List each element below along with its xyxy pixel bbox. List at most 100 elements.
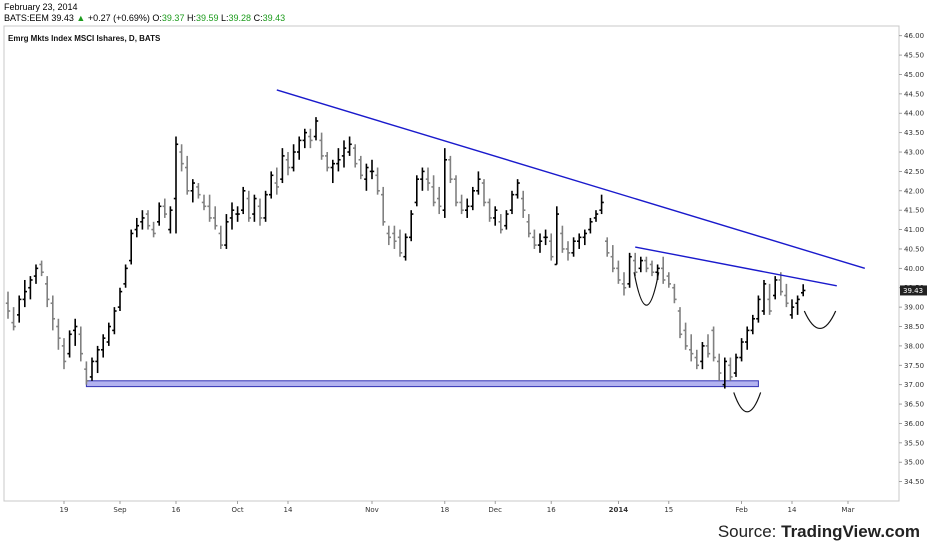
- ohlc-bar: [459, 194, 464, 215]
- ohlc-bar: [515, 179, 520, 199]
- ohlc-bar: [750, 314, 755, 335]
- ohlc-bar: [134, 217, 139, 238]
- ohlc-bar: [5, 291, 11, 319]
- ohlc-bar: [554, 206, 559, 266]
- ohlc-bar: [773, 276, 778, 300]
- ohlc-bar: [666, 272, 671, 288]
- header-date: February 23, 2014: [4, 2, 78, 12]
- ohlc-bar: [17, 295, 22, 323]
- ohlc-bar: [560, 225, 565, 253]
- y-tick-label: 44.00: [904, 110, 924, 118]
- ohlc-bar: [487, 198, 492, 222]
- y-tick-label: 36.00: [904, 420, 924, 428]
- ohlc-bar: [297, 136, 302, 160]
- ohlc-bar: [739, 338, 744, 362]
- ohlc-bar: [705, 334, 711, 358]
- plot-frame: [3, 25, 900, 502]
- ohlc-bar: [801, 284, 806, 297]
- up-arrow-icon: ▲: [76, 13, 86, 23]
- ohlc-bar: [45, 276, 50, 308]
- header-close-label: C:: [253, 13, 263, 23]
- ohlc-bar: [633, 252, 638, 277]
- ohlc-bar: [381, 186, 386, 226]
- ohlc-bar: [605, 237, 610, 257]
- ohlc-bar: [761, 279, 767, 315]
- x-tick-label: 16: [547, 506, 556, 514]
- x-tick-label: 16: [172, 506, 181, 514]
- y-tick-label: 41.50: [904, 207, 924, 215]
- ohlc-bar: [532, 229, 537, 249]
- header-symbol: BATS:EEM: [4, 13, 49, 23]
- ohlc-bar: [313, 117, 319, 141]
- ohlc-bar: [448, 155, 453, 184]
- header-open-label: O:: [152, 13, 162, 23]
- header-high-value: 39.59: [195, 13, 219, 23]
- ohlc-bar: [549, 233, 554, 261]
- x-tick-label: 15: [664, 506, 673, 514]
- support-zone: [85, 380, 759, 388]
- x-tick-label: 14: [788, 506, 797, 514]
- ohlc-bar: [588, 217, 593, 234]
- ohlc-bar: [302, 128, 307, 149]
- y-tick-label: 40.00: [904, 265, 924, 273]
- pattern-arcs: [633, 272, 837, 413]
- ohlc-bar: [285, 152, 291, 176]
- x-tick-label: 19: [60, 506, 69, 514]
- x-tick-label: Sep: [113, 506, 127, 514]
- ohlc-bar: [33, 264, 39, 284]
- x-tick-label: Feb: [735, 506, 748, 514]
- ohlc-bar: [173, 136, 179, 234]
- ohlc-bar: [610, 245, 615, 273]
- ohlc-bar: [369, 159, 375, 180]
- ohlc-bar: [677, 307, 683, 339]
- ohlc-bar: [336, 148, 341, 172]
- ohlc-bar: [162, 198, 167, 218]
- ohlc-bar: [453, 175, 459, 207]
- chart-title: Emrg Mkts Index MSCI Ishares, D, BATS: [8, 34, 161, 43]
- header-change: +0.27 (+0.69%): [87, 13, 150, 23]
- x-tick-label: 2014: [609, 506, 629, 514]
- last-price-box: [900, 285, 927, 296]
- arc-right: [803, 310, 837, 330]
- ohlc-bar: [341, 140, 347, 168]
- ohlc-bar: [252, 194, 257, 222]
- ohlc-bar: [728, 357, 733, 381]
- y-tick-label: 36.50: [904, 401, 924, 409]
- ohlc-bar: [661, 256, 666, 284]
- header-close-value: 39.43: [262, 13, 286, 23]
- ohlc-bar: [784, 283, 789, 308]
- ohlc-bar: [504, 210, 509, 230]
- ohlc-bar: [224, 214, 229, 249]
- quote-header: February 23, 2014 BATS:EEM 39.43 ▲ +0.27…: [4, 2, 285, 24]
- ohlc-bar: [78, 326, 83, 362]
- x-tick-label: Nov: [365, 506, 379, 514]
- y-tick-label: 46.00: [904, 32, 924, 40]
- ohlc-bar: [308, 128, 313, 149]
- header-high-label: H:: [186, 13, 196, 23]
- ohlc-bar: [50, 295, 55, 331]
- ohlc-bar: [201, 194, 207, 211]
- ohlc-bar: [593, 210, 599, 222]
- y-tick-label: 45.50: [904, 52, 924, 60]
- source-prefix: Source:: [717, 522, 782, 541]
- ohlc-bar: [185, 155, 190, 195]
- last-price-label: 39.43: [903, 287, 923, 295]
- ohlc-bar: [67, 330, 72, 358]
- ohlc-bar: [425, 167, 431, 191]
- ohlc-bar: [437, 186, 442, 215]
- ohlc-bar: [196, 183, 201, 199]
- y-tick-label: 34.50: [904, 478, 924, 486]
- ohlc-bar: [190, 179, 195, 203]
- arc-feb: [733, 392, 762, 413]
- x-tick-label: 14: [284, 506, 293, 514]
- y-tick-label: 42.50: [904, 168, 924, 176]
- y-tick-label: 45.00: [904, 71, 924, 79]
- x-tick-label: Oct: [232, 506, 244, 514]
- y-tick-label: 43.50: [904, 129, 924, 137]
- y-tick-label: 38.50: [904, 323, 924, 331]
- ohlc-bar: [280, 148, 285, 184]
- header-low-label: L:: [221, 13, 229, 23]
- y-tick-label: 44.50: [904, 90, 924, 98]
- ohlc-bar: [106, 322, 111, 346]
